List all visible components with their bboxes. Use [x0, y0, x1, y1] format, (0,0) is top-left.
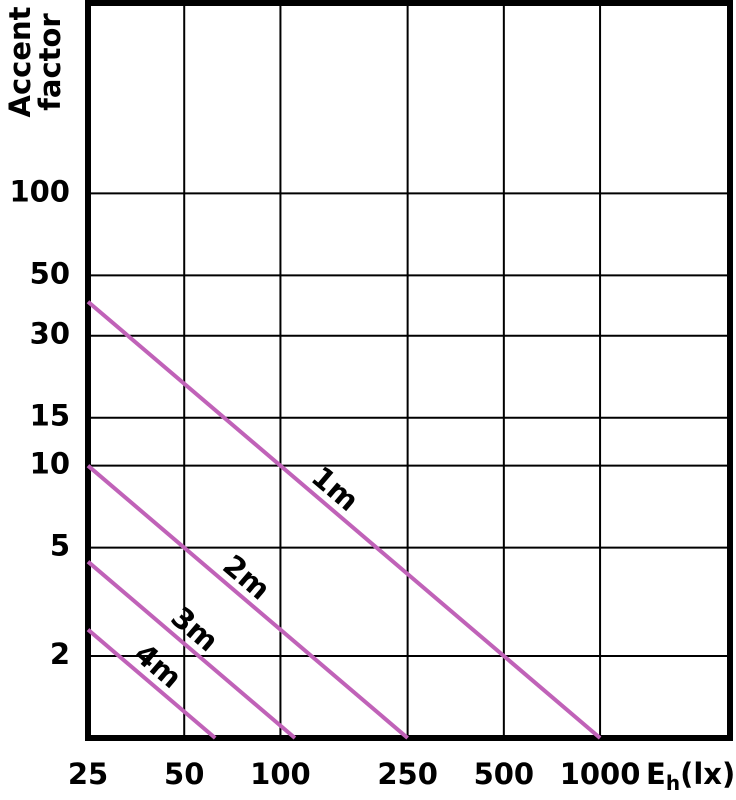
series-label: 1m [305, 459, 365, 518]
series-line [86, 464, 409, 740]
x-tick-label: 50 [164, 757, 204, 791]
plot-border [85, 0, 733, 741]
y-tick-label: 30 [30, 317, 70, 351]
y-tick-label: 10 [30, 447, 70, 481]
series-line [86, 628, 217, 740]
y-tick-label: 50 [30, 256, 70, 290]
x-axis-label-sub: h [666, 771, 680, 795]
x-axis-label-unit: (lx) [680, 757, 735, 791]
x-tick-label: 25 [68, 757, 108, 791]
x-tick-label: 1000 [560, 757, 641, 791]
y-tick-label: 5 [50, 529, 70, 563]
series-label: 4m [128, 636, 188, 695]
x-tick-label: 100 [250, 757, 311, 791]
series-line [86, 300, 602, 740]
y-axis-label: Accent [3, 6, 37, 117]
series-label: 3m [165, 600, 225, 659]
series-line [86, 560, 297, 740]
y-tick-label: 2 [50, 637, 70, 671]
y-tick-label: 100 [9, 174, 70, 208]
x-axis-label: Eh(lx) [646, 757, 735, 795]
x-axis-label-main: E [646, 757, 666, 791]
x-tick-label: 500 [474, 757, 535, 791]
x-tick-label: 250 [377, 757, 438, 791]
y-tick-label: 15 [30, 399, 70, 433]
series-label: 2m [216, 548, 276, 607]
y-axis-label: factor [33, 13, 67, 111]
